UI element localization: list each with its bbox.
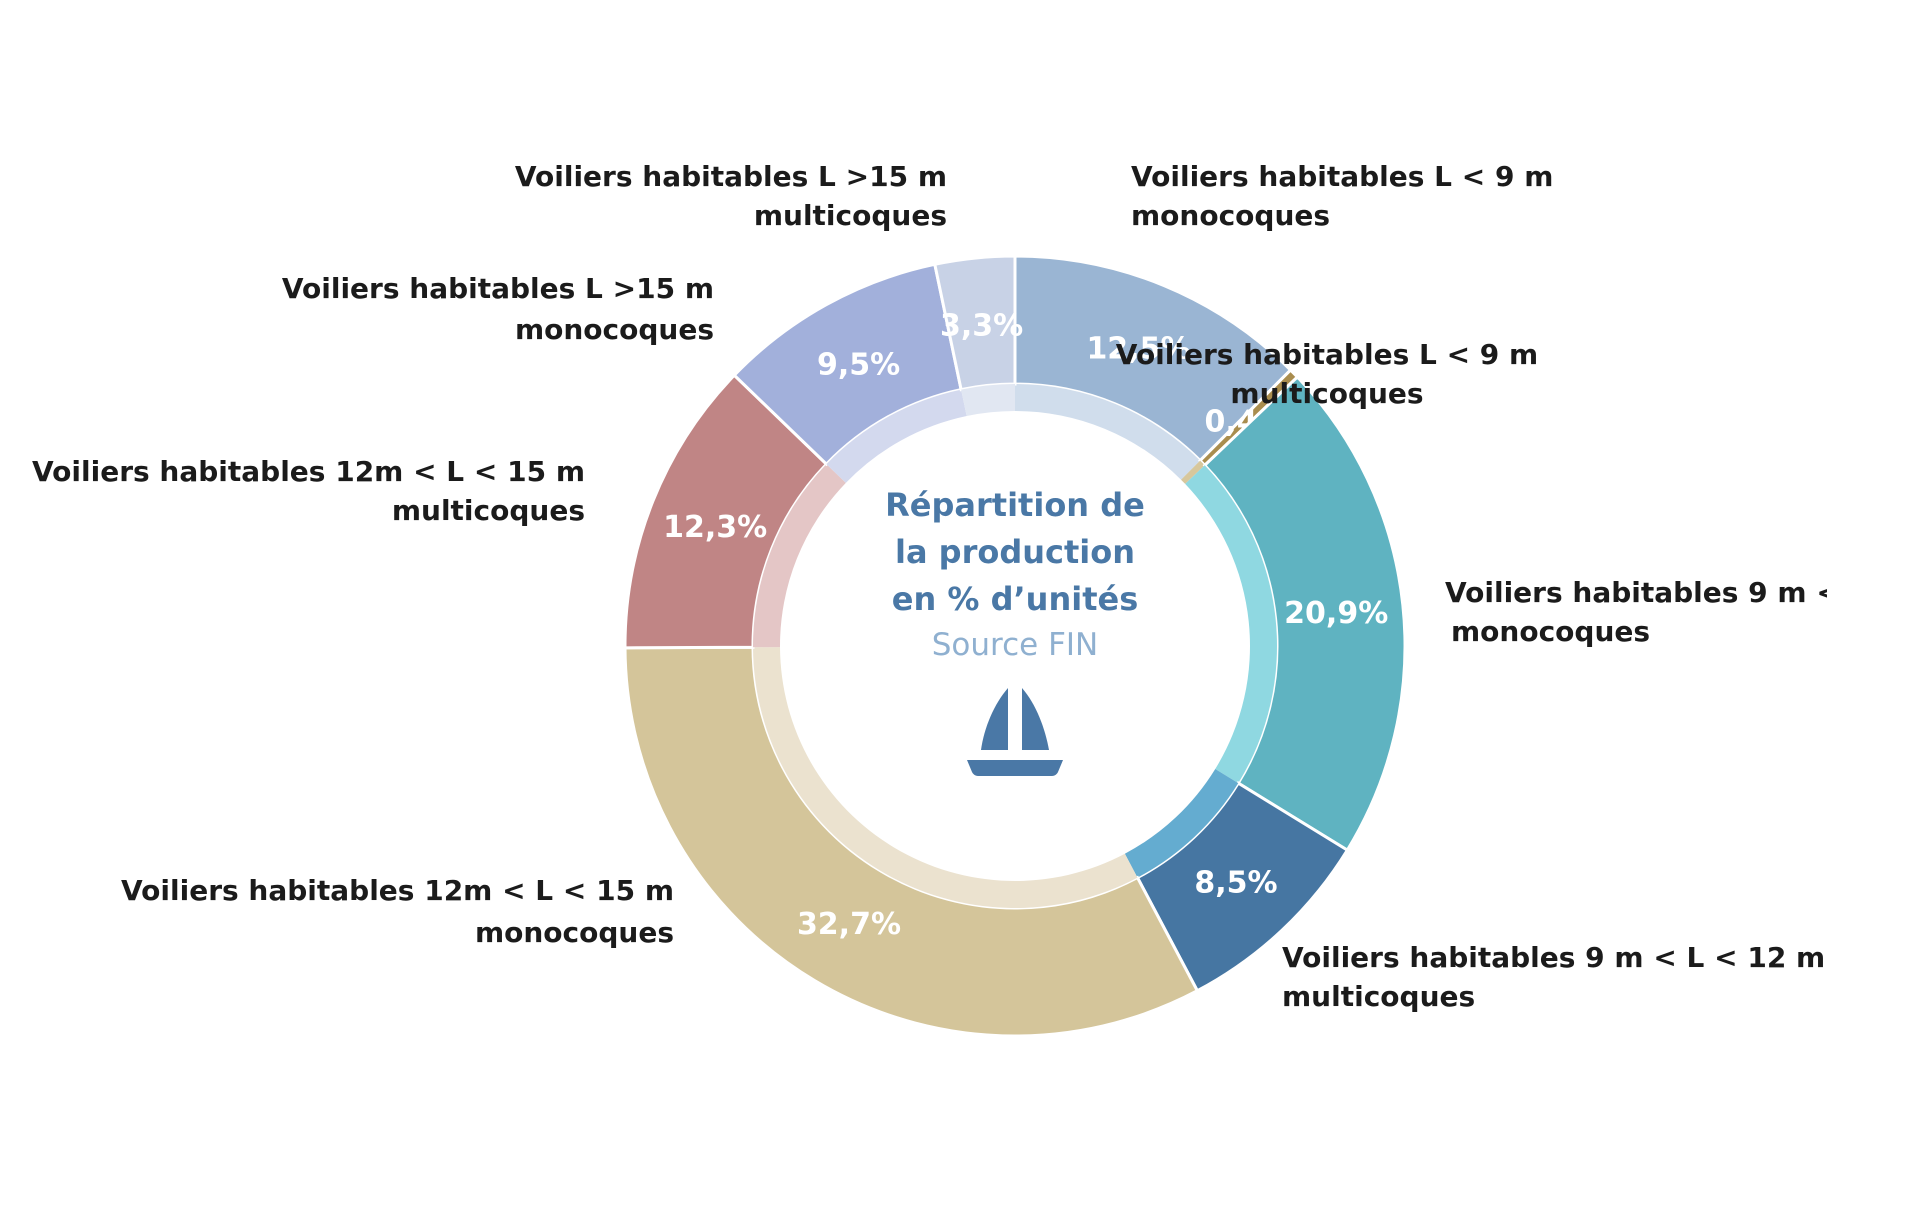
- slice-label-gt15-monocoques: Voiliers habitables L >15 m monocoques: [281, 272, 714, 346]
- slice-label-9-12-monocoques: Voiliers habitables 9 m < monocoques: [1445, 576, 1827, 648]
- slice-label-lt9-monocoques: Voiliers habitables L < 9 m monocoques: [1131, 160, 1554, 232]
- sailboat-icon: [967, 688, 1063, 776]
- slice-inner-band-1: [1181, 460, 1205, 484]
- slice-label-gt15-multicoques: Voiliers habitables L >15 m multicoques: [514, 160, 947, 232]
- slice-label-9-12-multicoques: Voiliers habitables 9 m < L < 12 m multi…: [1282, 941, 1826, 1013]
- slice-label-lt9-multicoques: Voiliers habitables L < 9 m multicoques: [1115, 338, 1539, 410]
- slice-4: [623, 645, 1200, 1038]
- slice-value-label-2: 20,9%: [1284, 596, 1388, 631]
- slice-inner-band-2: [1185, 465, 1277, 784]
- slice-label-12-15-multicoques: Voiliers habitables 12m < L < 15 m multi…: [32, 455, 585, 527]
- chart-title: Répartition de la production en % d’unit…: [885, 486, 1145, 618]
- slice-inner-band-6: [826, 389, 967, 483]
- slice-inner-band-4: [753, 647, 1138, 908]
- center-title-block: Répartition de la production en % d’unit…: [830, 482, 1200, 667]
- slice-label-12-15-monocoques: Voiliers habitables 12m < L < 15 m monoc…: [121, 874, 674, 949]
- slice-value-label-5: 12,3%: [663, 510, 767, 545]
- slice-value-label-7: 3,3%: [940, 309, 1023, 344]
- slice-value-label-6: 9,5%: [817, 347, 900, 382]
- slice-inner-band-5: [753, 464, 846, 648]
- slice-inner-band-0: [1015, 384, 1201, 480]
- chart-source: Source FIN: [931, 627, 1099, 663]
- slice-value-label-3: 8,5%: [1194, 866, 1277, 901]
- slice-inner-band-7: [961, 384, 1015, 417]
- slice-value-label-0: 12,5%: [1086, 332, 1190, 367]
- slice-inner-band-3: [1124, 768, 1239, 878]
- slice-value-label-4: 32,7%: [797, 907, 901, 942]
